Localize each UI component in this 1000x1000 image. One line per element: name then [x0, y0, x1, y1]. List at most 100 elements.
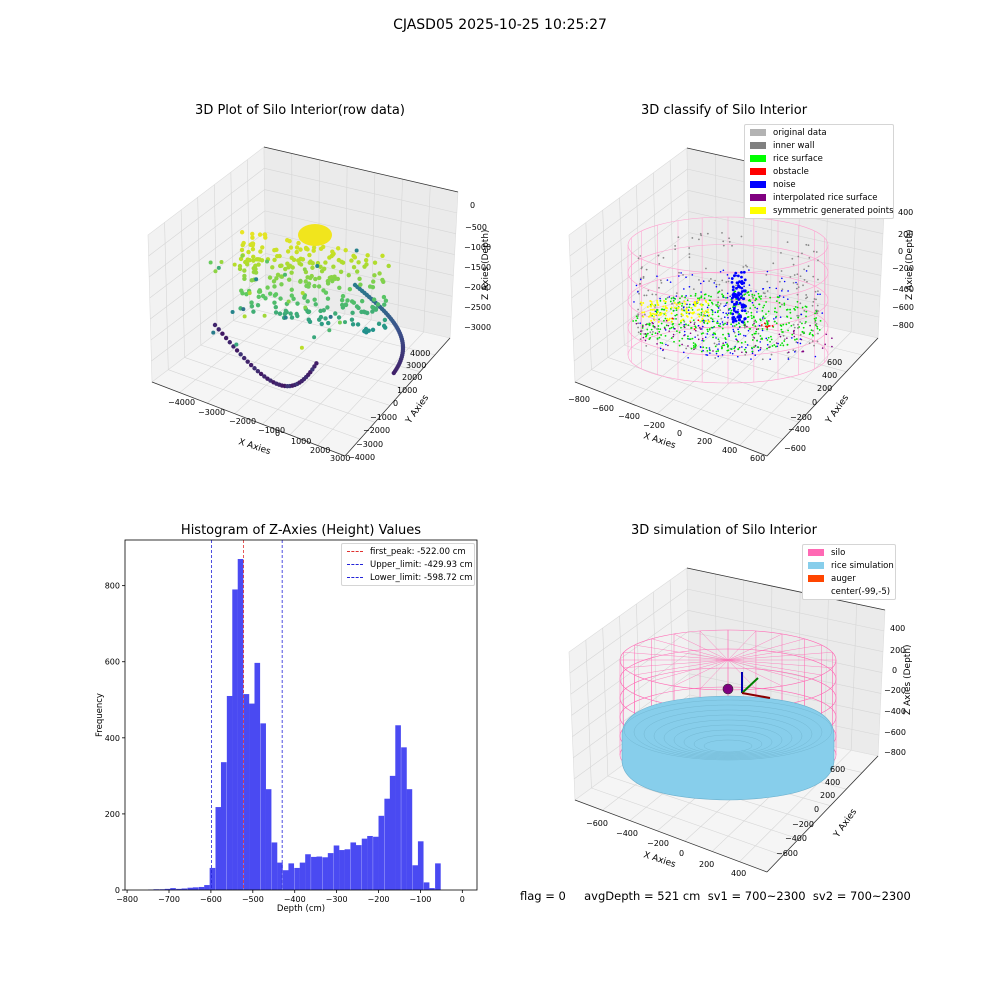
- data-point: [672, 296, 675, 299]
- data-point: [663, 299, 666, 302]
- data-point: [708, 314, 711, 317]
- data-point: [746, 265, 748, 268]
- x-tick-label: −800: [568, 395, 590, 404]
- panel2-title: 3D classify of Silo Interior: [640, 103, 808, 118]
- data-point: [741, 303, 745, 307]
- data-point: [743, 309, 747, 313]
- histogram-bar: [367, 835, 373, 890]
- data-point: [363, 258, 369, 263]
- data-point: [805, 306, 808, 308]
- data-point: [706, 232, 709, 235]
- data-point: [346, 272, 351, 278]
- data-point: [241, 307, 246, 312]
- y-tick-label: −400: [785, 834, 807, 843]
- data-point: [716, 322, 719, 325]
- data-point: [646, 332, 649, 335]
- data-point: [759, 346, 762, 349]
- data-point: [231, 344, 236, 349]
- data-point: [814, 319, 817, 322]
- data-point: [718, 340, 721, 343]
- data-point: [672, 310, 675, 312]
- plot-frame: [124, 539, 478, 891]
- z-axis-label: Z Axies (Depth): [481, 229, 491, 300]
- data-point: [230, 310, 235, 315]
- data-point: [680, 304, 683, 307]
- silo-spoke: [673, 659, 729, 687]
- data-point: [722, 342, 724, 345]
- data-point: [651, 293, 654, 296]
- data-point: [311, 248, 316, 253]
- data-point: [678, 339, 681, 342]
- data-point: [718, 283, 721, 286]
- data-point: [688, 303, 691, 306]
- data-point: [690, 327, 692, 329]
- data-point: [213, 269, 218, 274]
- data-point: [697, 297, 699, 300]
- data-point: [726, 343, 729, 346]
- y-tick-label: 600: [105, 658, 120, 667]
- silo-spoke: [634, 659, 729, 676]
- data-point: [816, 340, 819, 343]
- data-point: [704, 293, 707, 296]
- data-point: [316, 284, 322, 289]
- data-point: [326, 320, 331, 326]
- data-point: [697, 301, 700, 304]
- data-point: [687, 324, 690, 327]
- data-point: [757, 292, 760, 295]
- grid-line: [711, 325, 825, 436]
- data-point: [340, 260, 346, 265]
- y-tick-label: 0: [812, 398, 817, 407]
- data-point: [347, 286, 353, 292]
- data-point: [683, 320, 686, 323]
- auger-marker: [722, 683, 734, 695]
- data-point: [349, 258, 354, 263]
- data-point: [733, 303, 736, 306]
- data-point: [645, 344, 648, 347]
- data-point: [699, 232, 702, 235]
- data-point: [363, 326, 369, 332]
- grid-line: [148, 168, 265, 257]
- histogram-bar: [209, 867, 216, 890]
- data-point: [303, 305, 308, 310]
- data-point: [340, 293, 346, 299]
- data-point: [816, 304, 819, 307]
- data-point: [664, 305, 667, 308]
- data-point: [691, 274, 694, 276]
- data-point: [691, 237, 694, 239]
- data-point: [742, 270, 746, 274]
- data-point: [273, 304, 278, 310]
- data-point: [702, 332, 704, 335]
- grid-line: [850, 603, 858, 751]
- data-point: [744, 335, 747, 337]
- grid-line: [688, 232, 882, 276]
- data-point: [680, 312, 683, 315]
- data-point: [665, 307, 668, 310]
- grid-line: [573, 673, 690, 758]
- data-point: [238, 256, 244, 262]
- data-point: [354, 269, 360, 274]
- data-point: [703, 297, 706, 300]
- data-point: [656, 303, 659, 306]
- data-point: [801, 306, 804, 309]
- data-point: [730, 280, 734, 284]
- data-point: [731, 325, 734, 327]
- data-point: [367, 284, 373, 289]
- grid-line: [684, 319, 798, 425]
- grid-line: [234, 313, 346, 414]
- data-point: [744, 293, 747, 296]
- data-point: [719, 325, 721, 328]
- silo-spoke: [727, 633, 783, 661]
- data-point: [768, 286, 771, 289]
- grid-line: [291, 153, 293, 303]
- z-tick-label: −600: [884, 728, 906, 737]
- data-point: [742, 266, 745, 268]
- data-point: [722, 269, 725, 272]
- data-point: [289, 270, 294, 275]
- data-point: [285, 261, 290, 266]
- panel2-legend: original data inner wall rice surface ob…: [744, 124, 894, 219]
- data-point: [744, 353, 747, 356]
- data-point: [314, 361, 319, 366]
- y-tick-label: −600: [784, 444, 806, 453]
- data-point: [702, 349, 704, 352]
- z-tick-label: 400: [898, 208, 913, 217]
